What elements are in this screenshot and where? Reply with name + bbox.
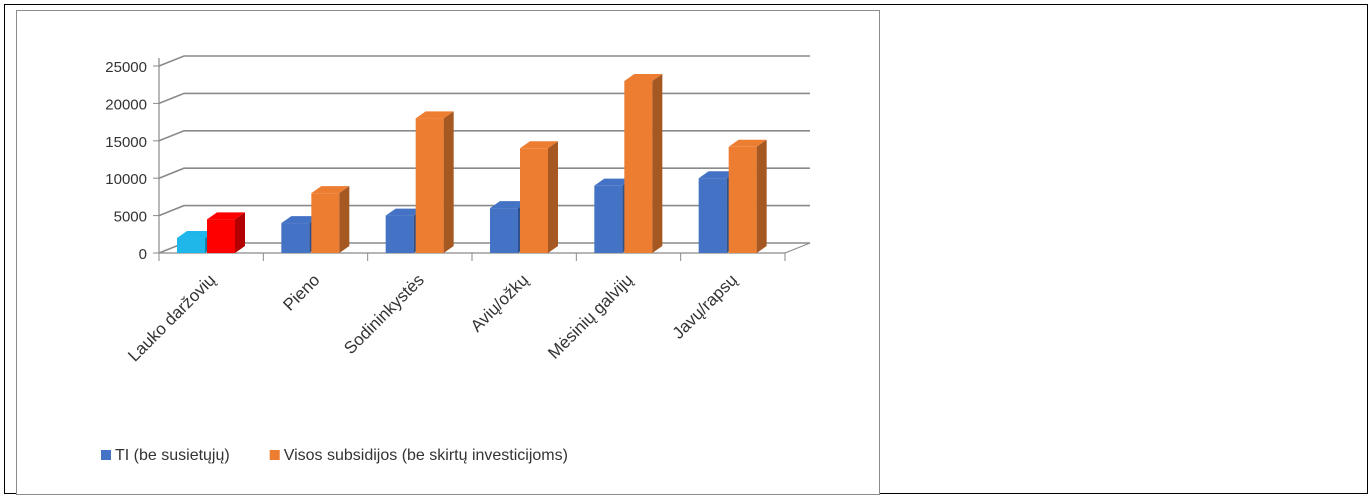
bar-side: [339, 186, 350, 253]
x-tick-label: Lauko daržovių: [124, 270, 219, 365]
x-tick-label: Javų/rapsų: [669, 270, 741, 342]
bar-top: [177, 231, 215, 239]
bar-top: [490, 201, 528, 209]
floor-right-edge: [784, 242, 811, 254]
bar-top: [520, 141, 558, 149]
y-tick-label: 5000: [114, 209, 147, 226]
legend-swatch: [101, 450, 111, 460]
chart-svg: 25000 20000 15000 10000 5000 0 Lauko daržovių P…: [101, 55, 811, 464]
x-tick-label: Avių/ožkų: [467, 270, 532, 335]
bar-top: [624, 73, 663, 81]
gridline: [158, 55, 810, 67]
bar-top: [207, 212, 245, 220]
bar: [520, 148, 548, 253]
x-tick-label: Pieno: [279, 270, 323, 314]
y-tick-label: 10000: [105, 171, 147, 188]
gridline: [158, 167, 810, 179]
bar: [177, 238, 205, 253]
bar: [281, 223, 310, 253]
bar-side: [235, 212, 245, 253]
chart-panel: 25000 20000 15000 10000 5000 0 Lauko daržovių P…: [16, 10, 880, 495]
x-tick-label: Sodininkystės: [340, 270, 428, 358]
gridline: [158, 92, 810, 105]
bar-side: [652, 73, 663, 254]
bar-top: [728, 139, 767, 147]
bar: [385, 215, 414, 253]
bar-side: [756, 139, 767, 253]
bar-top: [698, 171, 737, 179]
bar: [311, 193, 340, 253]
bar: [594, 185, 623, 253]
y-tick-label: 25000: [105, 59, 147, 76]
legend-label: Visos subsidijos (be skirtų investicijom…: [284, 447, 568, 464]
bar-top: [594, 178, 633, 186]
bar-top: [311, 186, 350, 194]
bar-side: [548, 141, 558, 253]
bar: [624, 80, 653, 254]
bar: [415, 118, 444, 253]
bar-top: [415, 111, 454, 119]
gridline: [158, 130, 810, 142]
legend-label: TI (be susietųjų): [115, 447, 230, 464]
x-tick-label: Mėsinių galvijų: [544, 270, 636, 362]
y-tick-label: 15000: [105, 134, 147, 151]
y-tick-label: 0: [139, 246, 147, 263]
legend-swatch: [269, 450, 280, 460]
bar-top: [385, 208, 424, 216]
y-tick-label: 20000: [105, 96, 147, 113]
bar: [698, 178, 727, 253]
bar: [490, 208, 518, 253]
bar-side: [443, 111, 454, 253]
bar: [207, 219, 235, 253]
bar: [728, 146, 757, 253]
bar-top: [281, 216, 320, 224]
